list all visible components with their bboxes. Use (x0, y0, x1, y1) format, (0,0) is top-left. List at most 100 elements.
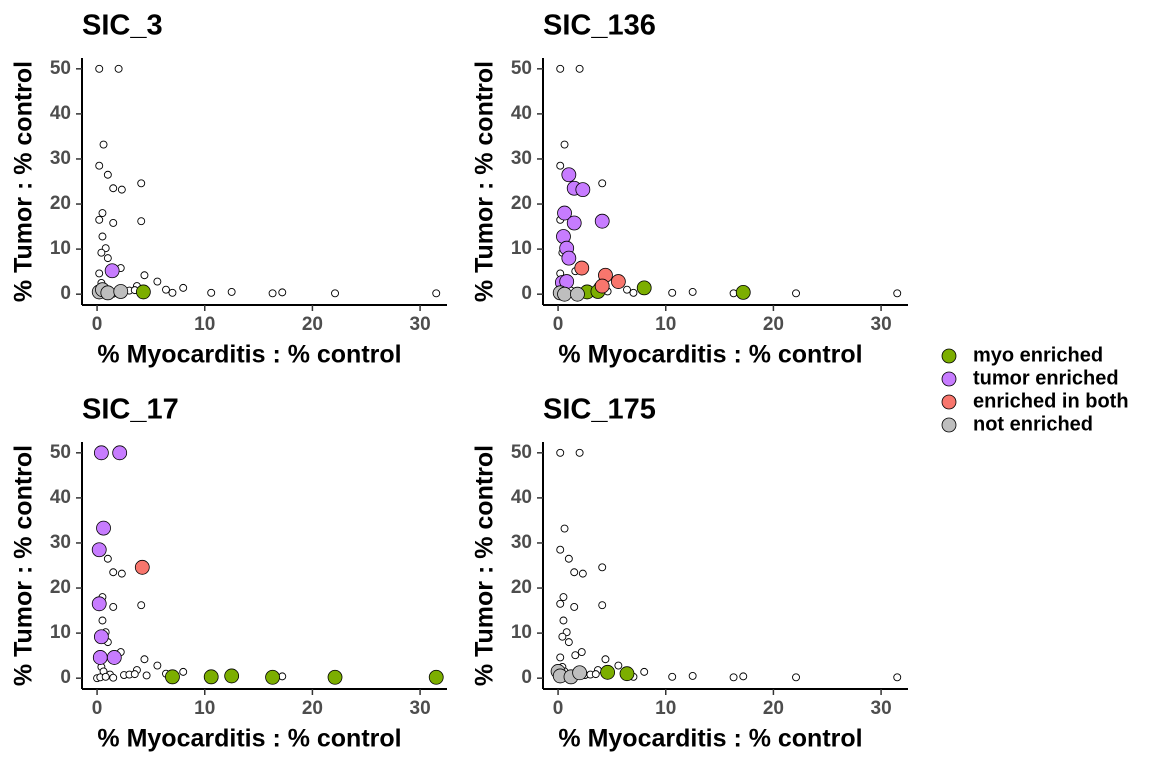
legend-key (941, 417, 957, 433)
point (792, 673, 800, 682)
x-tick-label: 20 (302, 698, 323, 719)
point (93, 629, 109, 645)
point (574, 260, 590, 276)
point (137, 179, 146, 188)
y-tick-label: 10 (50, 622, 71, 643)
point (109, 184, 118, 193)
point (623, 285, 631, 294)
point (207, 288, 216, 297)
point (117, 185, 126, 194)
point (735, 284, 751, 300)
x-tick-label: 30 (871, 698, 892, 719)
point (140, 271, 149, 280)
x-tick-label: 0 (553, 314, 564, 335)
legend-key (941, 348, 957, 364)
point (577, 648, 586, 656)
point (92, 650, 108, 665)
x-tick-label: 20 (302, 314, 323, 335)
point (614, 661, 623, 670)
legend-label: tumor enriched (973, 367, 1119, 389)
x-axis-label: % Myocarditis : % control (558, 725, 862, 753)
x-axis-label: % Myocarditis : % control (97, 341, 401, 369)
panel-title: SIC_17 (82, 394, 179, 426)
x-tick-label: 0 (92, 314, 103, 335)
point (278, 288, 287, 297)
point (893, 673, 902, 682)
y-tick-label: 30 (511, 148, 532, 169)
y-tick-label: 10 (511, 238, 532, 259)
point (98, 232, 107, 241)
point (98, 209, 107, 218)
legend-key (941, 371, 957, 387)
point (558, 632, 567, 641)
point (598, 179, 607, 188)
point (428, 669, 444, 685)
point (109, 673, 118, 682)
point (224, 668, 240, 684)
point (561, 167, 577, 183)
point (688, 287, 697, 296)
point (556, 161, 565, 170)
point (729, 673, 738, 682)
point (570, 603, 579, 611)
legend-label: myo enriched (973, 344, 1103, 366)
point (96, 520, 111, 536)
point (571, 651, 580, 660)
point (559, 593, 568, 602)
point (109, 568, 118, 577)
point (114, 64, 123, 73)
point (203, 669, 219, 685)
point (327, 669, 343, 685)
point (556, 64, 565, 73)
point (179, 667, 188, 676)
point (432, 289, 441, 298)
point (112, 445, 128, 461)
point (560, 524, 569, 533)
y-tick-label: 40 (50, 103, 71, 124)
point (109, 219, 118, 227)
point (95, 215, 104, 224)
y-tick-label: 30 (511, 532, 532, 553)
y-tick-label: 50 (511, 442, 532, 463)
point (103, 554, 112, 563)
y-tick-label: 50 (511, 58, 532, 79)
point (570, 286, 585, 302)
y-tick-label: 20 (50, 193, 71, 214)
point (168, 288, 177, 297)
point (561, 250, 577, 266)
panel-title: SIC_136 (543, 10, 656, 42)
y-axis-label: % Tumor : % control (10, 61, 38, 302)
x-tick-label: 10 (655, 314, 676, 335)
point (566, 215, 582, 231)
y-axis-label: % Tumor : % control (471, 61, 499, 302)
legend-label: enriched in both (973, 390, 1129, 412)
point (142, 671, 151, 680)
y-axis-label: % Tumor : % control (10, 445, 38, 686)
point (560, 140, 569, 149)
point (109, 603, 118, 611)
y-tick-label: 0 (60, 283, 71, 304)
point (598, 601, 607, 610)
point (103, 170, 112, 179)
point (572, 665, 588, 681)
point (99, 140, 108, 149)
point (130, 670, 139, 679)
y-tick-label: 20 (511, 193, 532, 214)
point (600, 664, 616, 680)
point (629, 288, 638, 297)
y-tick-label: 30 (50, 532, 71, 553)
point (100, 285, 116, 301)
point (640, 667, 649, 676)
point (104, 263, 120, 279)
point (575, 182, 591, 198)
point (668, 672, 677, 681)
point (331, 289, 339, 298)
point (268, 289, 277, 298)
x-axis-label: % Myocarditis : % control (97, 725, 401, 753)
y-tick-label: 0 (521, 283, 532, 304)
point (179, 283, 188, 292)
x-tick-label: 10 (194, 698, 215, 719)
point (636, 280, 652, 296)
x-axis-label: % Myocarditis : % control (558, 341, 862, 369)
